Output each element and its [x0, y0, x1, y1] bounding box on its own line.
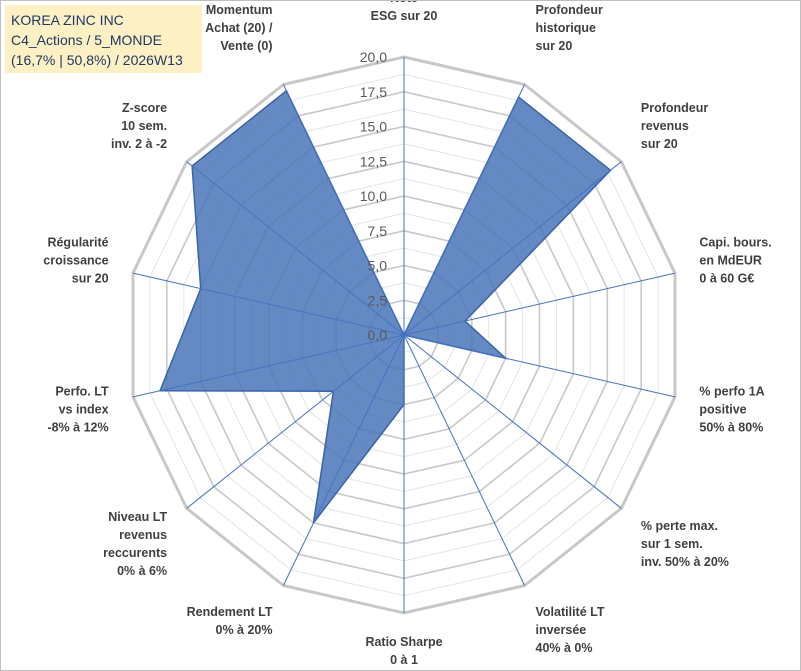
company-name: KOREA ZINC INC [11, 12, 124, 28]
axis-label-line: positive [699, 403, 746, 417]
axis-spoke [403, 334, 622, 509]
tick-label: 15,0 [360, 119, 387, 135]
axis-label-line: 0% à 6% [117, 564, 167, 578]
axis-label-line: sur 20 [72, 272, 109, 286]
series [158, 89, 612, 524]
axis-label: Ratio Sharpe 0 à 1 [365, 635, 442, 667]
axis-label-line: croissance [43, 254, 108, 268]
axis-label-line: Momentum [206, 3, 273, 17]
axis-spoke [403, 272, 676, 336]
axis-spoke [132, 272, 405, 336]
axis-label-line: 40% à 0% [536, 641, 593, 655]
axis-label: Profondeur historique sur 20 [536, 3, 603, 53]
title-box: KOREA ZINC INC C4_Actions / 5_MONDE (16,… [5, 5, 202, 73]
axis-label-line: ESG sur 20 [371, 9, 438, 23]
axis-label: Note ESG sur 20 [371, 1, 438, 23]
axis-label-line: Ratio Sharpe [365, 635, 442, 649]
axis-label-line: inv. 2 à -2 [111, 137, 167, 151]
tick-label: 7,5 [368, 223, 388, 239]
tick-label: 0,0 [368, 327, 388, 343]
axis-label-line: inversée [536, 623, 587, 637]
axis-label-line: Vente (0) [220, 39, 272, 53]
tick-label: 10,0 [360, 188, 387, 204]
axis-label: % perfo 1A positive 50% à 80% [699, 385, 764, 435]
axis-spoke [403, 84, 526, 336]
axis-label-line: 0 à 1 [390, 653, 418, 667]
axis-spoke [186, 161, 405, 336]
axis-label: Rendement LT 0% à 20% [187, 605, 273, 637]
axis-spoke [282, 334, 405, 586]
axis-labels: Note ESG sur 20 Profondeur historique sur 20… [43, 1, 771, 667]
axis-label: % perte max. sur 1 sem. inv. 50% à 20% [641, 519, 729, 569]
axis-label: Volatilité LT inversée 40% à 0% [536, 605, 605, 655]
axis-label-line: reccurents [103, 546, 167, 560]
axis-label-line: Rendement LT [187, 605, 273, 619]
axes [132, 57, 676, 613]
axis-label: Momentum Achat (20) / Vente (0) [205, 3, 273, 53]
axis-label-line: Achat (20) / [205, 21, 273, 35]
axis-label-line: Capi. bours. [699, 236, 771, 250]
axis-label-line: revenus [119, 528, 167, 542]
tick-labels: 0,0 2,5 5,0 7,5 10,0 12,5 15,0 17,5 20,0 [360, 49, 387, 343]
axis-label-line: historique [536, 21, 596, 35]
axis-label-line: 50% à 80% [699, 421, 763, 435]
data-series-area [158, 89, 612, 524]
tick-label: 2,5 [368, 292, 388, 308]
axis-label-line: revenus [641, 119, 689, 133]
axis-label: Profondeur revenus sur 20 [641, 101, 708, 151]
axis-label-line: Volatilité LT [536, 605, 605, 619]
stats-label: (16,7% | 50,8%) / 2026W13 [11, 52, 183, 68]
axis-label-line: 0% à 20% [216, 623, 273, 637]
tick-label: 20,0 [360, 49, 387, 65]
axis-label-line: % perte max. [641, 519, 718, 533]
tick-label: 5,0 [368, 258, 388, 274]
axis-label-line: % perfo 1A [699, 385, 764, 399]
axis-label-line: 10 sem. [121, 119, 167, 133]
axis-label: Niveau LT revenus reccurents 0% à 6% [103, 510, 167, 578]
axis-label-line: Régularité [47, 236, 108, 250]
axis-spoke [403, 334, 526, 586]
axis-label-line: Note [390, 1, 418, 5]
axis-label-line: Z-score [122, 101, 167, 115]
axis-label-line: sur 20 [536, 39, 573, 53]
axis-label: Capi. bours. en MdEUR 0 à 60 G€ [699, 236, 771, 286]
axis-spoke [132, 334, 405, 398]
axis-label-line: inv. 50% à 20% [641, 555, 729, 569]
axis-label-line: 0 à 60 G€ [699, 272, 754, 286]
axis-label: Z-score 10 sem. inv. 2 à -2 [111, 101, 167, 151]
axis-label-line: Perfo. LT [55, 385, 109, 399]
axis-label-line: Niveau LT [108, 510, 167, 524]
axis-label-line: -8% à 12% [47, 421, 108, 435]
axis-label: Perfo. LT vs index -8% à 12% [47, 385, 109, 435]
axis-label-line: Profondeur [641, 101, 708, 115]
category-label: C4_Actions / 5_MONDE [11, 32, 162, 48]
axis-label-line: sur 20 [641, 137, 678, 151]
axis-label: Régularité croissance sur 20 [43, 236, 108, 286]
axis-spoke [282, 84, 405, 336]
axis-spoke [403, 161, 622, 336]
tick-label: 12,5 [360, 153, 387, 169]
axis-label-line: en MdEUR [699, 254, 762, 268]
axis-spoke [403, 334, 676, 398]
axis-label-line: Profondeur [536, 3, 603, 17]
axis-spoke [186, 334, 405, 509]
axis-label-line: vs index [59, 403, 109, 417]
tick-label: 17,5 [360, 84, 387, 100]
axis-label-line: sur 1 sem. [641, 537, 703, 551]
